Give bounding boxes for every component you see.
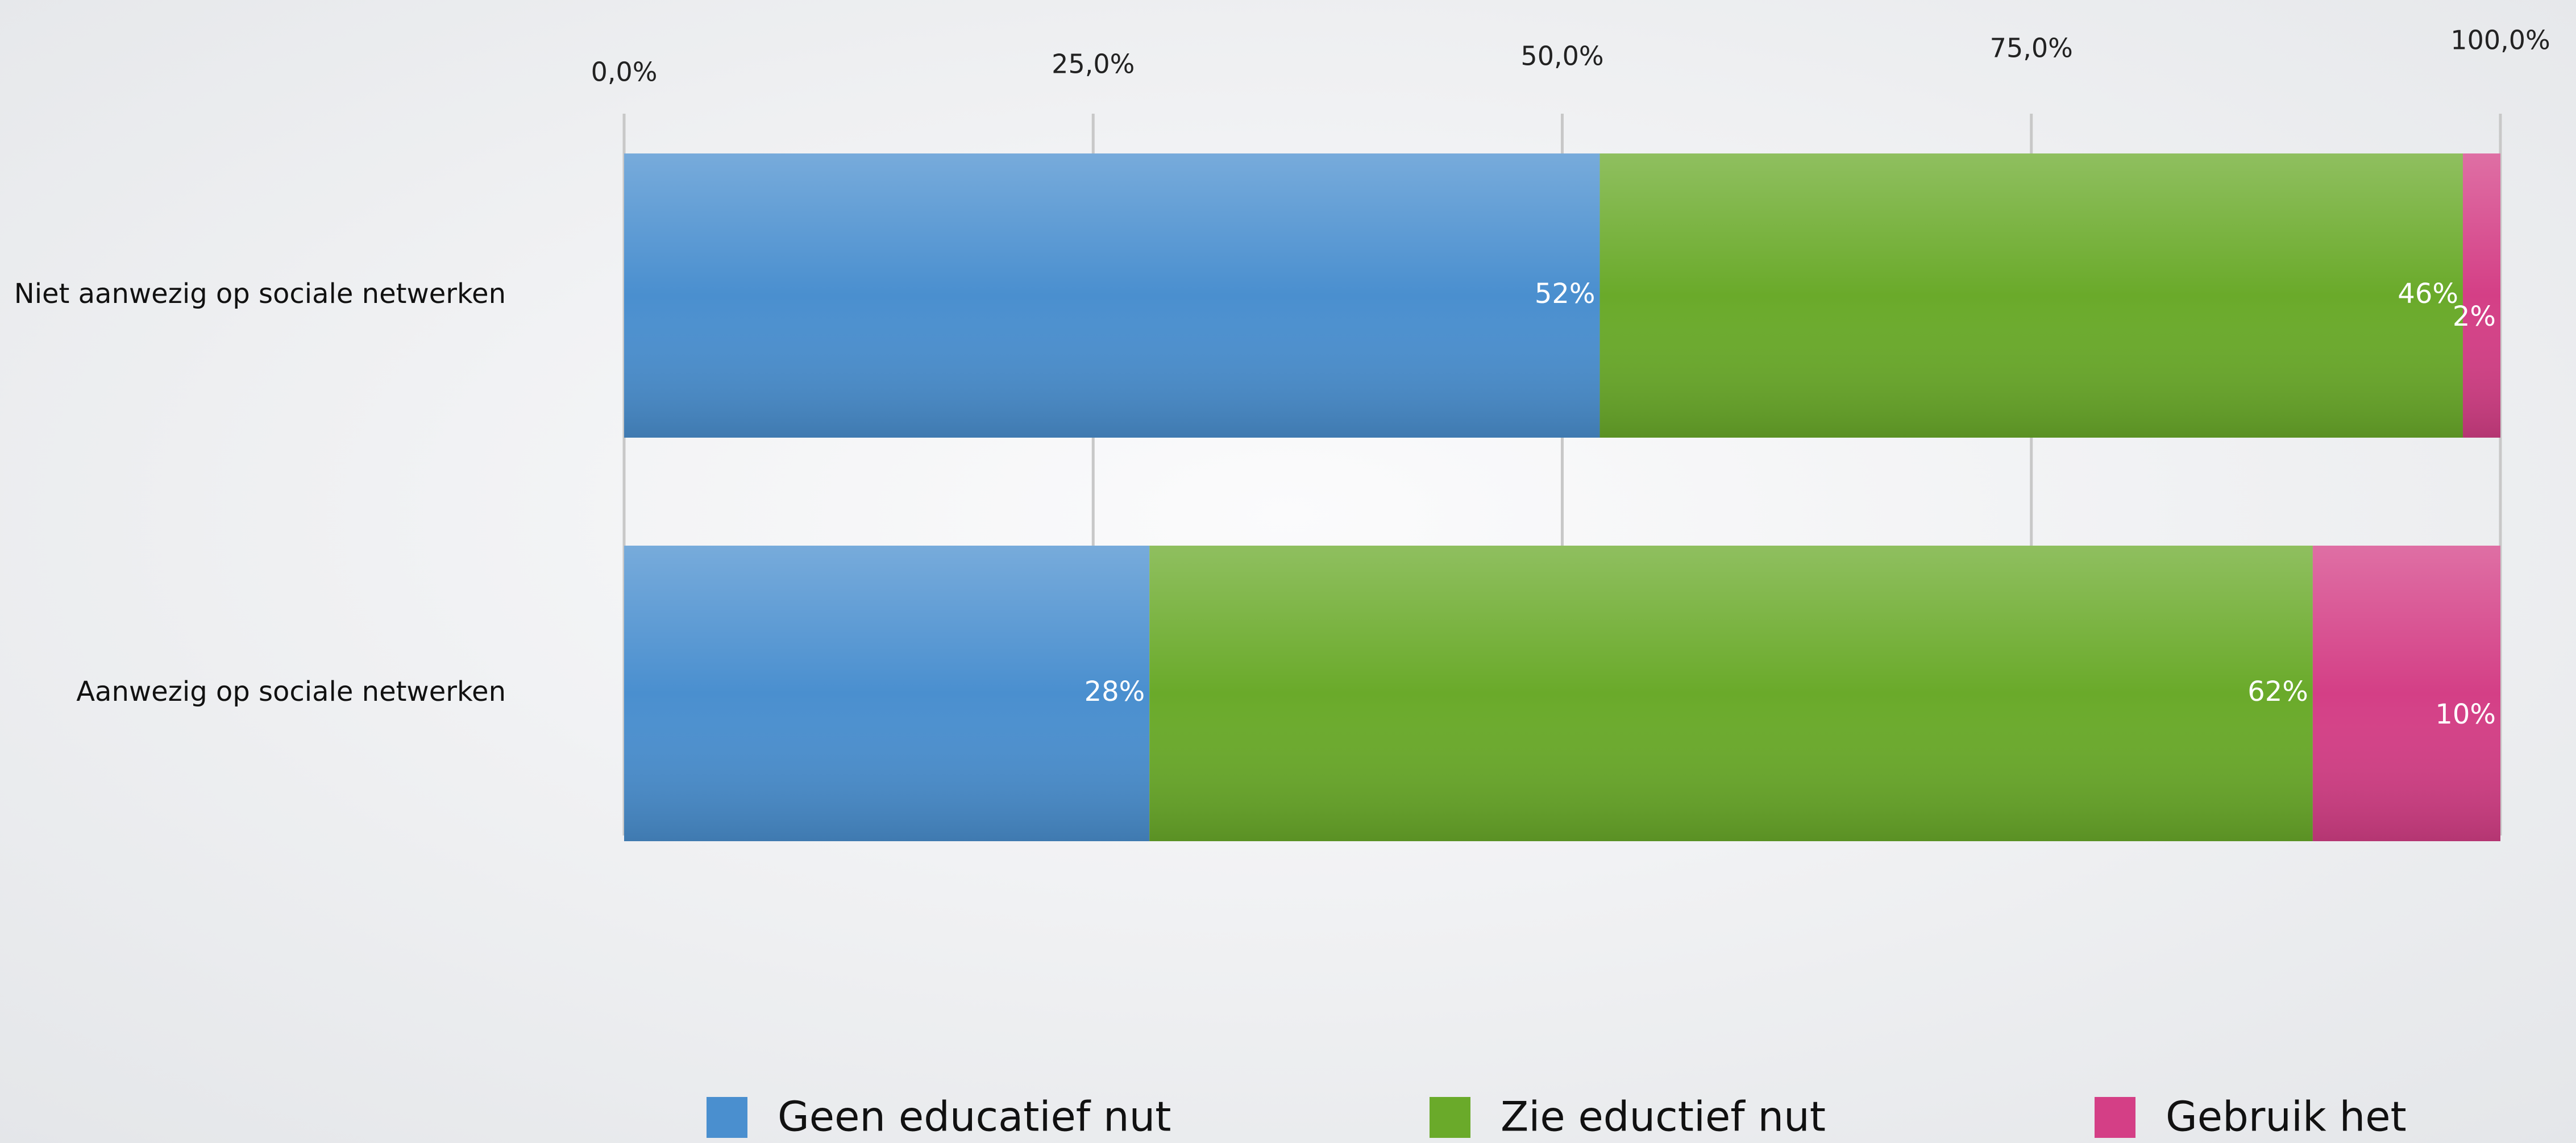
legend-swatch [2095, 1097, 2135, 1138]
data-label: 28% [1085, 676, 1145, 708]
x-tick-label: 50,0% [1520, 41, 1603, 72]
legend-label: Geen educatief nut [778, 1093, 1171, 1141]
bar-shine [1599, 153, 2463, 438]
bar-shine [1149, 546, 2313, 841]
data-label: 62% [2247, 676, 2308, 708]
bar-shine [624, 153, 1600, 438]
data-label: 10% [2435, 699, 2496, 730]
legend-label: Zie eductief nut [1501, 1093, 1826, 1141]
bar-shine [624, 546, 1150, 841]
bar-shine [2462, 153, 2500, 438]
legend-label: Gebruik het [2166, 1093, 2407, 1141]
legend-swatch [1430, 1097, 1470, 1138]
bar-shine [2312, 546, 2500, 841]
data-label: 46% [2398, 278, 2458, 310]
data-label: 52% [1535, 278, 1596, 310]
data-label: 2% [2453, 301, 2496, 332]
x-tick-label: 25,0% [1052, 49, 1135, 80]
legend-swatch [707, 1097, 747, 1138]
category-label: Aanwezig op sociale netwerken [76, 676, 506, 708]
x-tick-label: 75,0% [1990, 33, 2073, 64]
category-label: Niet aanwezig op sociale netwerken [14, 278, 506, 310]
x-tick-label: 100,0% [2450, 25, 2550, 56]
x-tick-label: 0,0% [591, 57, 658, 88]
